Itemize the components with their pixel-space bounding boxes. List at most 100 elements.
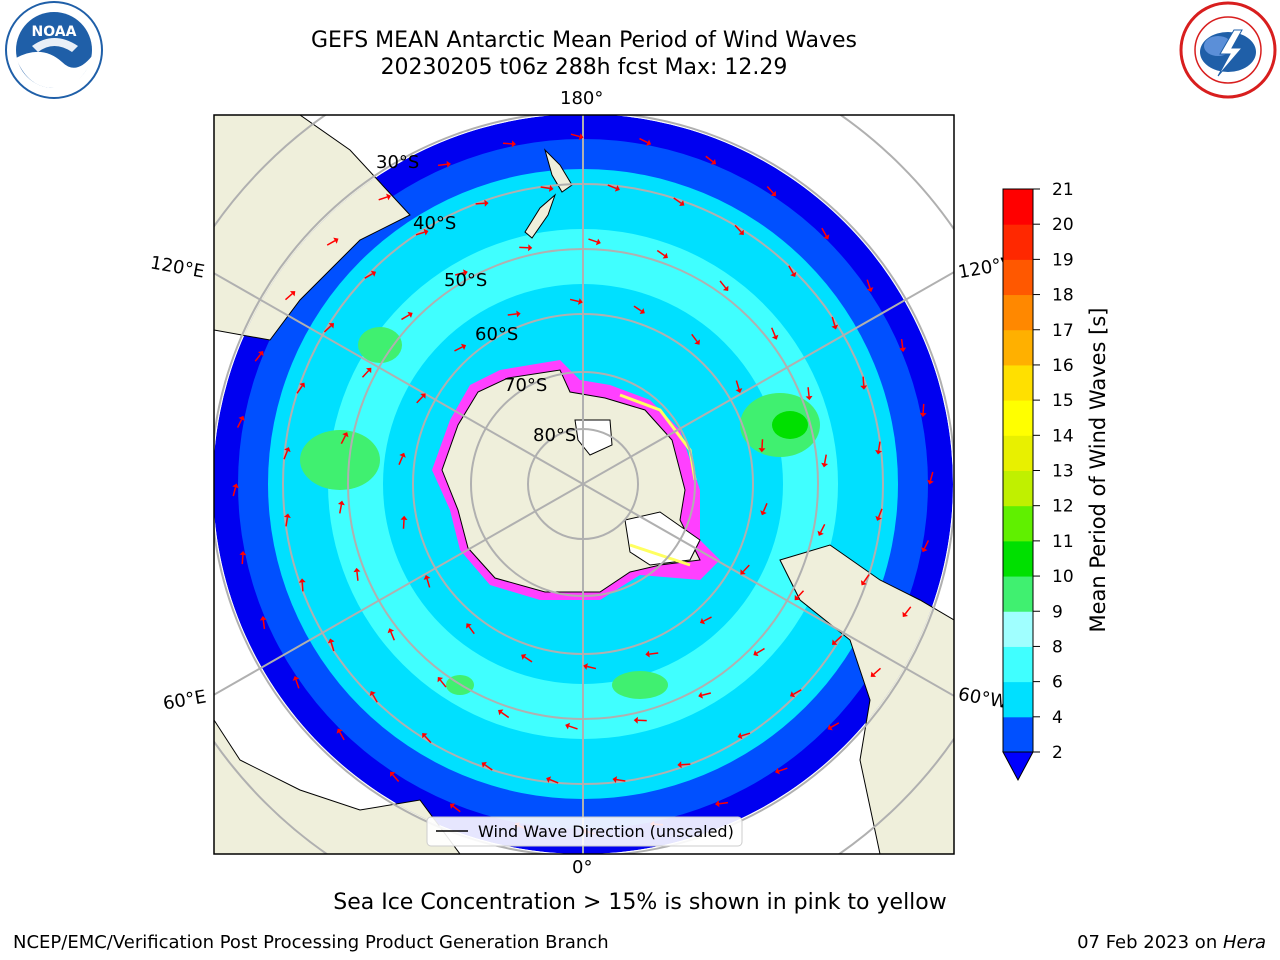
- wind-wave-arrowhead: [353, 567, 361, 573]
- wind-wave-arrow: [703, 616, 712, 622]
- wind-wave-arrowhead: [612, 776, 618, 784]
- wind-wave-arrowhead: [369, 690, 376, 697]
- wind-wave-arrow: [390, 631, 395, 641]
- polar-map: 30°S 40°S 50°S 60°S 70°S 80°S Wind Wave …: [213, 114, 955, 855]
- wind-wave-arrow: [823, 454, 827, 464]
- wind-wave-arrow: [705, 155, 714, 163]
- wind-wave-arrow: [741, 732, 751, 737]
- wind-wave-arrow: [452, 805, 461, 813]
- wind-wave-arrow: [326, 240, 336, 246]
- colorbar-segment: [1003, 576, 1033, 612]
- wind-wave-arrowhead: [899, 347, 907, 352]
- wind-wave-arrowhead: [342, 432, 349, 438]
- wind-wave-arrowhead: [386, 193, 392, 201]
- lat-label-50s: 50°S: [444, 270, 487, 291]
- wind-wave-arrowhead: [662, 252, 668, 259]
- wind-wave-arrowhead: [699, 618, 706, 625]
- wind-wave-arrow: [922, 403, 925, 414]
- wind-wave-arrowhead: [805, 395, 813, 401]
- wind-wave-arrow: [301, 582, 304, 592]
- wind-wave-arrowhead: [446, 160, 451, 168]
- wind-wave-arrowhead: [677, 761, 682, 769]
- wind-wave-arrow: [873, 667, 882, 675]
- colorbar-tick-label: 8: [1052, 637, 1063, 657]
- wind-wave-arrow: [929, 471, 934, 481]
- noaa-logo: NOAA: [2, 0, 106, 100]
- wind-wave-arrow: [718, 801, 729, 805]
- legend-label: Wind Wave Direction (unscaled): [478, 822, 734, 841]
- colorbar-segment: [1003, 400, 1033, 436]
- chart-title: GEFS MEAN Antarctic Mean Period of Wind …: [311, 28, 857, 53]
- wind-wave-arrow: [364, 273, 373, 279]
- wind-wave-arrowhead: [565, 722, 571, 730]
- wind-wave-arrow: [691, 333, 698, 342]
- wind-wave-arrow: [285, 517, 289, 527]
- wind-wave-arrow: [735, 380, 740, 390]
- wind-wave-arrowhead: [423, 575, 431, 580]
- wind-wave-arrowhead: [645, 650, 650, 658]
- wind-wave-arrowhead: [328, 323, 335, 329]
- colorbar-tick-label: 9: [1052, 602, 1063, 622]
- wind-wave-arrow: [484, 764, 493, 771]
- colorbar-tick-label: 10: [1052, 567, 1074, 587]
- colorbar-tick-label: 11: [1052, 532, 1074, 552]
- lon-label-180: 180°: [560, 88, 604, 109]
- wind-wave-arrow: [923, 540, 930, 549]
- colorbar-label: Mean Period of Wind Waves [s]: [1086, 307, 1110, 633]
- wind-wave-arrowhead: [789, 691, 796, 698]
- wind-wave-arrow: [439, 679, 447, 688]
- wind-wave-arrow: [834, 635, 843, 643]
- footer-date: 07 Feb 2023 on Hera: [1077, 932, 1266, 953]
- wind-wave-arrowhead: [790, 271, 797, 278]
- wind-wave-arrow: [398, 456, 404, 465]
- colorbar-segment: [1003, 646, 1033, 683]
- wind-wave-arrow: [540, 186, 550, 190]
- wind-wave-arrowhead: [921, 546, 928, 553]
- wind-wave-arrowhead: [333, 237, 339, 244]
- wind-wave-arrowhead: [735, 388, 743, 393]
- wind-wave-arrowhead: [299, 382, 306, 388]
- land-africa: [214, 719, 461, 854]
- wind-wave-arrow: [656, 249, 666, 257]
- wind-wave-arrowhead: [860, 580, 867, 586]
- wind-wave-arrowhead: [753, 650, 759, 657]
- wind-wave-arrowhead: [548, 184, 554, 192]
- wind-wave-arrowhead: [292, 675, 300, 681]
- wind-wave-arrowhead: [257, 350, 264, 357]
- colorbar-tick-label: 19: [1052, 250, 1074, 270]
- wind-wave-arrowhead: [337, 500, 345, 506]
- wind-wave-arrow: [633, 305, 642, 312]
- wind-wave-arrowhead: [422, 732, 428, 739]
- colorbar-tick-label: 2: [1052, 743, 1063, 763]
- wind-wave-arrowhead: [460, 343, 467, 350]
- wind-wave-arrowhead: [578, 298, 583, 305]
- wind-wave-arrow: [392, 774, 400, 783]
- wind-wave-arrowhead: [698, 691, 703, 699]
- wind-wave-arrow: [831, 316, 836, 326]
- wind-wave-arrow: [241, 554, 244, 565]
- wind-wave-arrowhead: [774, 767, 780, 775]
- colorbar-tick-label: 4: [1052, 708, 1063, 728]
- wind-wave-arrowhead: [546, 776, 552, 783]
- wind-wave-arrowhead: [760, 510, 767, 516]
- wind-wave-arrowhead: [794, 594, 800, 601]
- wind-wave-arrowhead: [232, 483, 239, 489]
- wind-wave-arrow: [330, 642, 335, 652]
- wind-wave-arrow: [372, 694, 378, 703]
- colorbar-tick-label: 17: [1052, 321, 1074, 341]
- colorbar-tick-label: 16: [1052, 356, 1074, 376]
- wind-wave-arrow: [649, 652, 659, 655]
- colorbar-under-triangle: [1002, 751, 1034, 782]
- wind-wave-arrow: [524, 656, 533, 663]
- wind-wave-arrowhead: [902, 611, 909, 618]
- colorbar-segment: [1003, 364, 1033, 401]
- wind-wave-arrowhead: [420, 393, 426, 399]
- chart-subtitle: 20230205 t06z 288h fcst Max: 12.29: [380, 55, 788, 80]
- wind-wave-arrow: [742, 564, 750, 573]
- footer-machine: Hera: [1222, 932, 1266, 953]
- wind-wave-arrow: [588, 238, 598, 243]
- wind-wave-arrowhead: [289, 291, 296, 297]
- wind-wave-arrow: [500, 711, 510, 719]
- wind-wave-arrow: [701, 692, 711, 696]
- wind-wave-arrow: [254, 353, 262, 362]
